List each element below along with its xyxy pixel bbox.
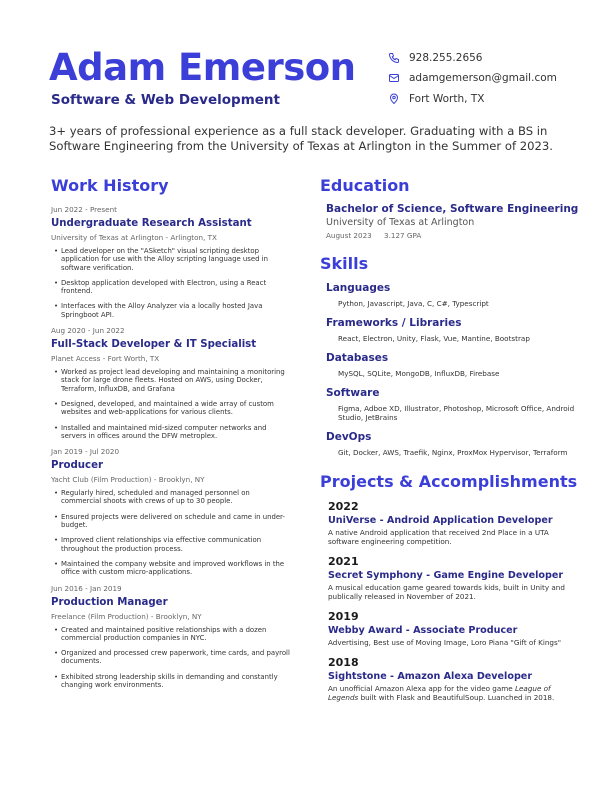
bullet-item: Exhibited strong leadership skills in de…	[54, 673, 291, 690]
job-entry: Aug 2020 - Jun 2022 Full-Stack Developer…	[51, 326, 291, 440]
project-description: Advertising, Best use of Moving Image, L…	[328, 638, 562, 647]
right-column: Education Bachelor of Science, Software …	[320, 176, 590, 702]
projects-title: Projects & Accomplishments	[320, 472, 578, 491]
graduation-date: August 2023	[326, 231, 372, 240]
project-description: A native Android application that receiv…	[328, 528, 549, 546]
education-title: Education	[320, 176, 410, 195]
skill-group-items: MySQL, SQLite, MongoDB, InfluxDB, Fireba…	[338, 369, 500, 378]
job-bullets: Created and maintained positive relation…	[51, 626, 291, 690]
job-entry: Jun 2022 - Present Undergraduate Researc…	[51, 205, 291, 319]
project-description: An unofficial Amazon Alexa app for the v…	[320, 684, 568, 702]
job-org: Planet Access - Fort Worth, TX	[51, 354, 160, 364]
project-description: A musical education game geared towards …	[328, 583, 565, 601]
project-title: UniVerse - Android Application Developer	[328, 515, 553, 526]
bullet-item: Designed, developed, and maintained a wi…	[54, 400, 291, 417]
school-name: University of Texas at Arlington	[326, 217, 475, 228]
project-description-part: built with Flask and BeautifulSoup. Luan…	[358, 693, 555, 702]
degree-title: Bachelor of Science, Software Engineerin…	[326, 203, 579, 215]
job-bullets: Worked as project lead developing and ma…	[51, 368, 291, 440]
projects-list: 2022 UniVerse - Android Application Deve…	[320, 500, 590, 702]
summary-text: 3+ years of professional experience as a…	[49, 124, 553, 153]
skill-group-heading: Databases	[326, 352, 389, 364]
contact-phone: 928.255.2656	[388, 52, 482, 64]
mail-icon	[389, 74, 399, 82]
bullet-item: Maintained the company website and impro…	[54, 560, 291, 577]
email-address: adamgemerson@gmail.com	[409, 72, 557, 84]
project-year: 2019	[328, 610, 359, 623]
skills-title: Skills	[320, 254, 369, 273]
job-org: Yacht Club (Film Production) - Brooklyn,…	[51, 475, 205, 485]
bullet-item: Improved client relationships via effect…	[54, 536, 291, 553]
job-title: Undergraduate Research Assistant	[51, 218, 252, 229]
bullet-item: Regularly hired, scheduled and managed p…	[54, 489, 291, 506]
job-title: Production Manager	[51, 596, 168, 608]
work-history-title: Work History	[51, 176, 169, 195]
project-year: 2021	[328, 555, 359, 568]
project-year: 2022	[328, 500, 359, 513]
skill-group-heading: Frameworks / Libraries	[326, 317, 462, 329]
project-title: Sightstone - Amazon Alexa Developer	[328, 671, 533, 682]
job-bullets: Regularly hired, scheduled and managed p…	[51, 489, 291, 576]
contact-location: Fort Worth, TX	[388, 93, 484, 105]
job-org: University of Texas at Arlington - Arlin…	[51, 233, 217, 242]
phone-icon	[388, 53, 399, 64]
bullet-item: Interfaces with the Alloy Analyzer via a…	[54, 302, 291, 319]
job-title: Full-Stack Developer & IT Specialist	[51, 339, 257, 351]
job-date: Jun 2016 - Jan 2019	[51, 583, 122, 593]
skill-group-heading: Languages	[326, 282, 391, 294]
skill-group-heading: Software	[326, 387, 380, 399]
job-date: Jun 2022 - Present	[51, 205, 117, 214]
bullet-item: Desktop application developed with Elect…	[54, 279, 291, 296]
bullet-item: Ensured projects were delivered on sched…	[54, 513, 291, 530]
project-description-part: An unofficial Amazon Alexa app for the v…	[328, 684, 515, 693]
bullet-item: Installed and maintained mid-sized compu…	[54, 424, 291, 441]
work-history-section: Work History Jun 2022 - Present Undergra…	[51, 176, 291, 696]
job-date: Aug 2020 - Jun 2022	[51, 326, 125, 336]
job-org: Freelance (Film Production) - Brooklyn, …	[51, 611, 202, 621]
skill-group-items: Python, Javascript, Java, C, C#, Typescr…	[338, 299, 489, 308]
education-meta: August 2023 3.127 GPA	[326, 231, 590, 240]
skill-group-items: React, Electron, Unity, Flask, Vue, Mant…	[338, 334, 530, 343]
bullet-item: Lead developer on the "ASketch" visual s…	[54, 247, 291, 272]
bullet-item: Created and maintained positive relation…	[54, 626, 291, 643]
project-title: Webby Award - Associate Producer	[328, 625, 518, 636]
phone-number: 928.255.2656	[409, 52, 483, 64]
education-entry: Bachelor of Science, Software Engineerin…	[320, 203, 590, 240]
job-date: Jan 2019 - Jul 2020	[51, 447, 120, 457]
bullet-item: Organized and processed crew paperwork, …	[54, 649, 291, 666]
skills-list: Languages Python, Javascript, Java, C, C…	[320, 282, 590, 457]
skill-group-heading: DevOps	[326, 431, 372, 443]
job-title: Producer	[51, 460, 104, 472]
bullet-item: Worked as project lead developing and ma…	[54, 368, 291, 393]
job-entry: Jan 2019 - Jul 2020 Producer Yacht Club …	[51, 447, 291, 576]
location-text: Fort Worth, TX	[409, 93, 485, 105]
location-pin-icon	[389, 93, 399, 105]
gpa-value: 3.127 GPA	[384, 231, 422, 240]
job-subtitle: Software & Web Development	[51, 92, 280, 108]
name-heading: Adam Emerson	[49, 46, 356, 89]
project-year: 2018	[328, 656, 359, 669]
skill-group-items: Git, Docker, AWS, Traefik, Nginx, ProxMo…	[338, 448, 568, 457]
job-bullets: Lead developer on the "ASketch" visual s…	[51, 247, 291, 319]
skill-group-items: Figma, Adboe XD, Illustrator, Photoshop,…	[338, 404, 575, 422]
project-title: Secret Symphony - Game Engine Developer	[328, 570, 564, 581]
contact-email: adamgemerson@gmail.com	[388, 72, 557, 84]
job-entry: Jun 2016 - Jan 2019 Production Manager F…	[51, 584, 291, 690]
game-title: League of Legends	[328, 684, 551, 702]
